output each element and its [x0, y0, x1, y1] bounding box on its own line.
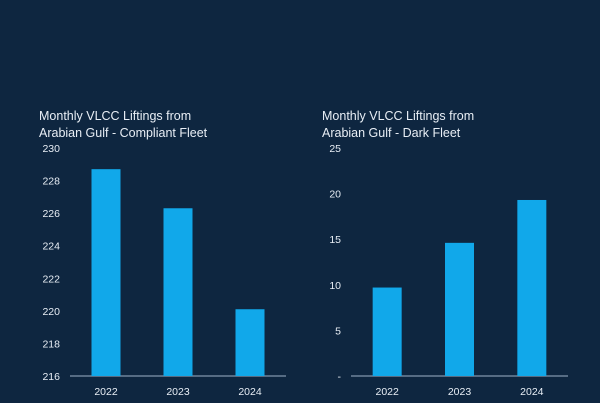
chart-title: Monthly VLCC Liftings from Arabian Gulf …	[322, 108, 562, 142]
x-tick-label: 2022	[375, 386, 399, 398]
x-tick-label: 2022	[94, 386, 118, 398]
y-tick-label: 20	[329, 189, 341, 201]
chart-title-line-2: Arabian Gulf - Compliant Fleet	[39, 126, 208, 140]
y-tick-label: -	[338, 371, 342, 383]
y-tick-label: 228	[42, 176, 60, 188]
y-tick-label: 230	[42, 143, 60, 155]
x-tick-label: 2024	[520, 386, 544, 398]
y-tick-label: 15	[329, 234, 341, 246]
chart-title-line-2: Arabian Gulf - Dark Fleet	[322, 126, 461, 140]
y-tick-label: 216	[42, 371, 60, 383]
bar-2022	[372, 287, 402, 376]
bar-2023	[445, 242, 474, 376]
bar-2023	[163, 208, 193, 376]
y-tick-label: 220	[42, 306, 60, 318]
bar-2024	[235, 309, 265, 376]
chart-title: Monthly VLCC Liftings from Arabian Gulf …	[39, 108, 279, 142]
dark-fleet-bar-chart: - 5 10 15 20 25 2022 2023 2024	[329, 143, 568, 398]
chart-title-line-1: Monthly VLCC Liftings from	[322, 109, 475, 123]
chart-title-line-1: Monthly VLCC Liftings from	[39, 109, 192, 123]
y-tick-label: 224	[42, 241, 60, 253]
y-tick-label: 25	[329, 143, 341, 155]
bar-2022	[91, 169, 121, 376]
y-tick-label: 10	[329, 280, 341, 292]
x-tick-label: 2023	[448, 386, 472, 398]
x-tick-label: 2024	[238, 386, 262, 398]
y-tick-label: 226	[42, 208, 60, 220]
bar-2024	[517, 199, 547, 376]
y-tick-label: 5	[335, 325, 341, 337]
y-tick-label: 222	[42, 273, 60, 285]
dark-fleet-chart-panel: Monthly VLCC Liftings from Arabian Gulf …	[300, 0, 600, 403]
compliant-fleet-chart-panel: Monthly VLCC Liftings from Arabian Gulf …	[39, 108, 286, 398]
y-tick-label: 218	[42, 338, 60, 350]
compliant-fleet-bar-chart: 216 218 220 222 224 226 228 230 2022 2023 2024	[42, 143, 286, 398]
x-tick-label: 2023	[166, 386, 190, 398]
